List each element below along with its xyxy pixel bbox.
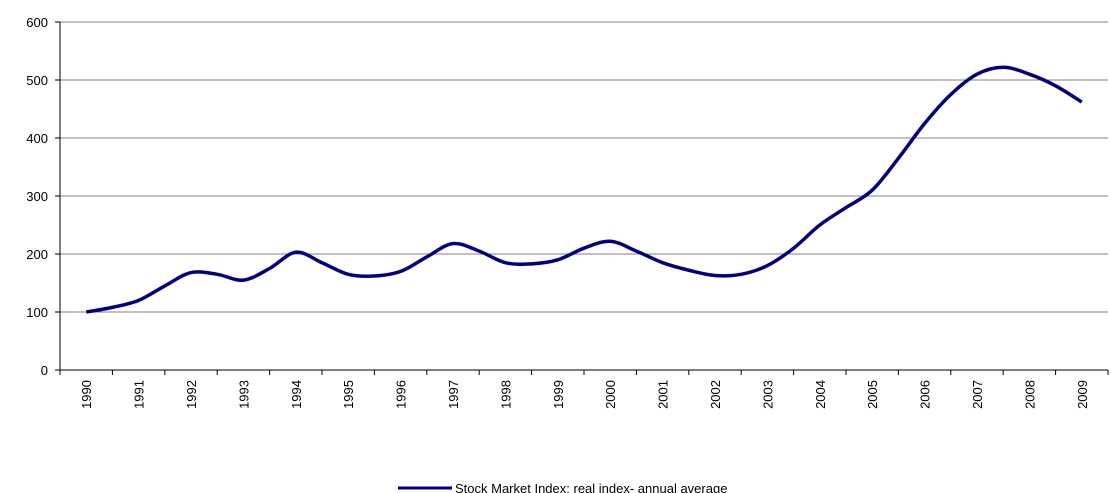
y-tick-label: 300	[26, 189, 48, 204]
y-tick-label: 100	[26, 305, 48, 320]
x-tick-label: 2002	[708, 380, 723, 409]
x-tick-label: 2000	[603, 380, 618, 409]
y-tick-label: 200	[26, 247, 48, 262]
x-tick-label: 2006	[918, 380, 933, 409]
y-tick-label: 0	[41, 363, 48, 378]
x-tick-label: 1993	[236, 380, 251, 409]
x-tick-label: 1997	[446, 380, 461, 409]
x-tick-label: 1999	[551, 380, 566, 409]
x-tick-label: 2009	[1075, 380, 1090, 409]
y-tick-label: 500	[26, 73, 48, 88]
y-tick-label: 600	[26, 15, 48, 30]
y-tick-label: 400	[26, 131, 48, 146]
x-tick-label: 2008	[1022, 380, 1037, 409]
legend-label: Stock Market Index: real index- annual a…	[455, 481, 727, 493]
x-tick-label: 1998	[498, 380, 513, 409]
x-tick-label: 1990	[79, 380, 94, 409]
x-tick-label: 1994	[289, 380, 304, 409]
x-tick-label: 2003	[760, 380, 775, 409]
x-tick-label: 2007	[970, 380, 985, 409]
x-tick-label: 1992	[184, 380, 199, 409]
x-tick-label: 1996	[394, 380, 409, 409]
x-tick-label: 1991	[132, 380, 147, 409]
x-tick-label: 1995	[341, 380, 356, 409]
x-tick-label: 2005	[865, 380, 880, 409]
x-tick-label: 2001	[656, 380, 671, 409]
x-tick-label: 2004	[813, 380, 828, 409]
data-line	[85, 65, 1083, 314]
